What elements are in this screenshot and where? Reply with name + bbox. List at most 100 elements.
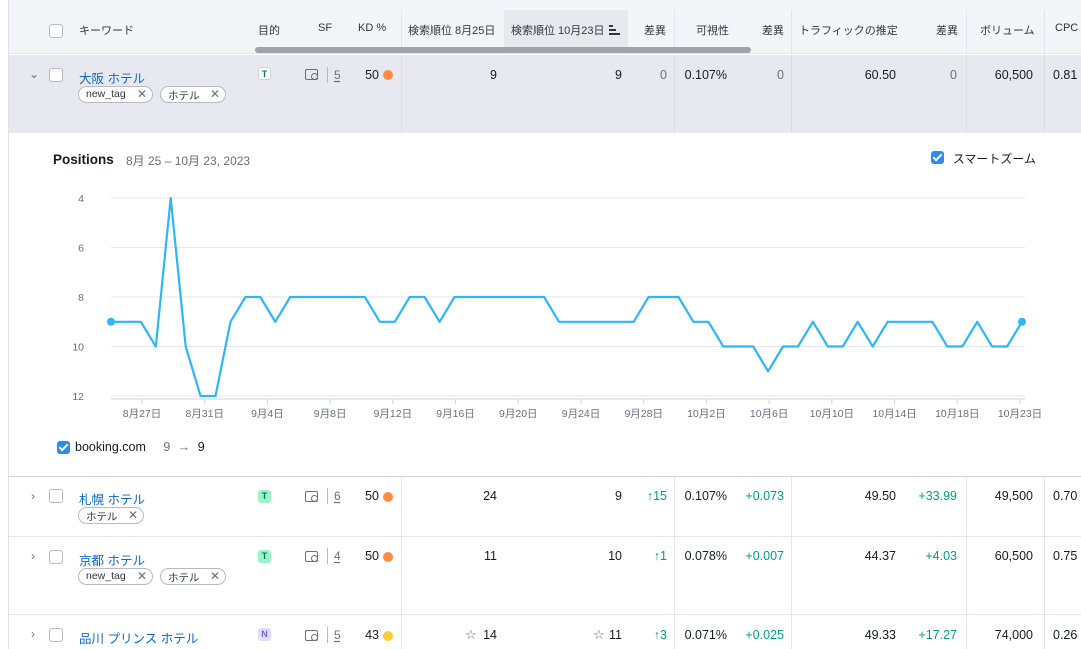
tag-chip[interactable]: ホテル ✕ (160, 86, 226, 103)
legend-domain: booking.com (75, 440, 146, 454)
cpc-value: 0.75 (1053, 549, 1078, 563)
header-visibility[interactable]: 可視性 (696, 25, 729, 37)
expand-chevron-icon[interactable]: › (31, 627, 35, 641)
featured-snippet-star-icon: ☆ (465, 627, 477, 642)
visibility-value: 0.107% (684, 489, 727, 503)
serp-features-icon[interactable] (305, 551, 318, 562)
remove-tag-icon[interactable]: ✕ (209, 569, 220, 583)
x-tick-label: 10月10日 (810, 408, 854, 420)
traffic-diff: +4.03 (925, 549, 957, 563)
position-diff: ↑1 (629, 549, 667, 563)
kd-difficulty-dot (383, 631, 393, 641)
collapse-chevron-icon[interactable]: ⌄ (29, 67, 40, 81)
legend-to: 9 (197, 440, 205, 454)
position-aug: 24 (483, 489, 497, 503)
intent-badge: T (258, 490, 271, 503)
header-pos-oct[interactable]: 検索順位 10月23日 (511, 22, 620, 38)
row-checkbox[interactable] (49, 489, 63, 503)
sf-count[interactable]: 5 (334, 68, 341, 82)
keyword-link[interactable]: 大阪 ホテル (79, 72, 145, 86)
header-intent[interactable]: 目的 (258, 25, 280, 37)
header-cpc[interactable]: CPC (1055, 22, 1079, 34)
legend-from: 9 (163, 440, 171, 454)
traffic-value: 44.37 (864, 549, 896, 563)
header-kd[interactable]: KD % (358, 22, 387, 34)
smart-zoom-toggle[interactable]: スマートズーム (930, 150, 1036, 167)
positions-chart-panel: Positions 8月 25 – 10月 23, 2023 スマートズーム 4… (9, 133, 1081, 477)
position-diff: ↑3 (629, 628, 667, 642)
smart-zoom-label: スマートズーム (952, 152, 1036, 166)
intent-badge: T (258, 67, 271, 80)
position-diff-value: 15 (653, 489, 667, 503)
arrow-up-icon: ↑ (646, 489, 654, 503)
header-diff-3[interactable]: 差異 (936, 25, 958, 37)
kd-difficulty-dot (383, 70, 393, 80)
expand-chevron-icon[interactable]: › (31, 549, 35, 563)
header-divider (674, 10, 675, 54)
x-tick-label: 9月12日 (374, 408, 413, 420)
visibility-value: 0.071% (684, 628, 727, 642)
row-checkbox[interactable] (49, 628, 63, 642)
header-diff-1[interactable]: 差異 (644, 25, 666, 37)
x-tick-label: 10月23日 (998, 408, 1042, 420)
sf-count[interactable]: 5 (334, 628, 341, 642)
tag-chip[interactable]: new_tag ✕ (78, 86, 153, 103)
y-tick-label: 10 (72, 342, 84, 354)
series-start-point (107, 317, 115, 326)
expand-chevron-icon[interactable]: › (31, 489, 35, 503)
positions-line-chart[interactable]: 4 6 8 10 12 8月27日 8月31日 9月4日 9月8日 9月12日 9月16日 9月20日… (9, 133, 1081, 433)
sf-divider (327, 627, 328, 643)
keyword-link[interactable]: 品川 プリンス ホテル (79, 632, 199, 646)
serp-features-icon[interactable] (305, 630, 318, 641)
remove-tag-icon[interactable]: ✕ (127, 508, 138, 522)
x-tick-label: 9月20日 (499, 408, 538, 420)
traffic-diff: +33.99 (918, 489, 957, 503)
kd-difficulty-dot (383, 552, 393, 562)
y-tick-label: 12 (72, 391, 84, 403)
volume-value: 60,500 (994, 68, 1033, 82)
header-volume[interactable]: ボリューム (980, 25, 1035, 37)
header-diff-2[interactable]: 差異 (762, 25, 784, 37)
volume-value: 74,000 (994, 628, 1033, 642)
keyword-link[interactable]: 京都 ホテル (79, 554, 145, 568)
remove-tag-icon[interactable]: ✕ (209, 87, 220, 101)
remove-tag-icon[interactable]: ✕ (136, 87, 147, 101)
sort-desc-icon[interactable] (608, 25, 620, 35)
serp-features-icon[interactable] (305, 491, 318, 502)
position-aug: 11 (484, 549, 497, 563)
row-checkbox[interactable] (49, 68, 63, 82)
header-keyword[interactable]: キーワード (79, 25, 134, 37)
table-row[interactable]: › 京都 ホテル new_tag ✕ ホテル ✕ T 4 50 11 10 ↑1 0… (9, 537, 1081, 615)
header-pos-aug[interactable]: 検索順位 8月25日 (408, 25, 496, 37)
sorted-column-bg (504, 10, 628, 54)
cpc-value: 0.70 (1053, 489, 1078, 503)
intent-badge: N (258, 628, 271, 641)
sf-count[interactable]: 6 (334, 489, 341, 503)
table-row[interactable]: › 札幌 ホテル ホテル ✕ T 6 50 24 9 ↑15 0.107% +0.… (9, 477, 1081, 537)
x-tick-label: 9月16日 (436, 408, 475, 420)
serp-features-icon[interactable] (305, 69, 318, 80)
sf-count[interactable]: 4 (334, 549, 341, 563)
horizontal-scrollbar[interactable] (255, 47, 751, 53)
smart-zoom-checkbox[interactable] (930, 151, 944, 164)
cpc-value: 0.26 (1053, 628, 1078, 642)
header-sf[interactable]: SF (318, 22, 333, 34)
position-diff: 0 (660, 68, 667, 82)
tag-chip[interactable]: new_tag ✕ (78, 568, 153, 585)
keyword-link[interactable]: 札幌 ホテル (79, 493, 145, 507)
remove-tag-icon[interactable]: ✕ (136, 569, 147, 583)
row-checkbox[interactable] (49, 550, 63, 564)
table-row[interactable]: › 品川 プリンス ホテル N 5 43 ☆ 14 ☆ 11 ↑3 0.071%… (9, 615, 1081, 649)
series-toggle-checkbox[interactable] (57, 441, 70, 454)
tag-chip[interactable]: ホテル ✕ (160, 568, 226, 585)
header-traffic[interactable]: トラフィックの推定 (799, 25, 898, 37)
tag-chip[interactable]: ホテル ✕ (78, 507, 144, 524)
y-tick-label: 8 (78, 292, 84, 304)
select-all-checkbox[interactable] (49, 24, 63, 38)
col-divider (674, 477, 675, 537)
col-divider (674, 537, 675, 615)
tag-label: ホテル (168, 90, 200, 102)
table-row-expanded[interactable]: ⌄ 大阪 ホテル new_tag ✕ ホテル ✕ T 5 50 9 9 0 0.10… (9, 55, 1081, 133)
visibility-value: 0.078% (684, 549, 727, 563)
tag-label: ホテル (168, 572, 200, 584)
